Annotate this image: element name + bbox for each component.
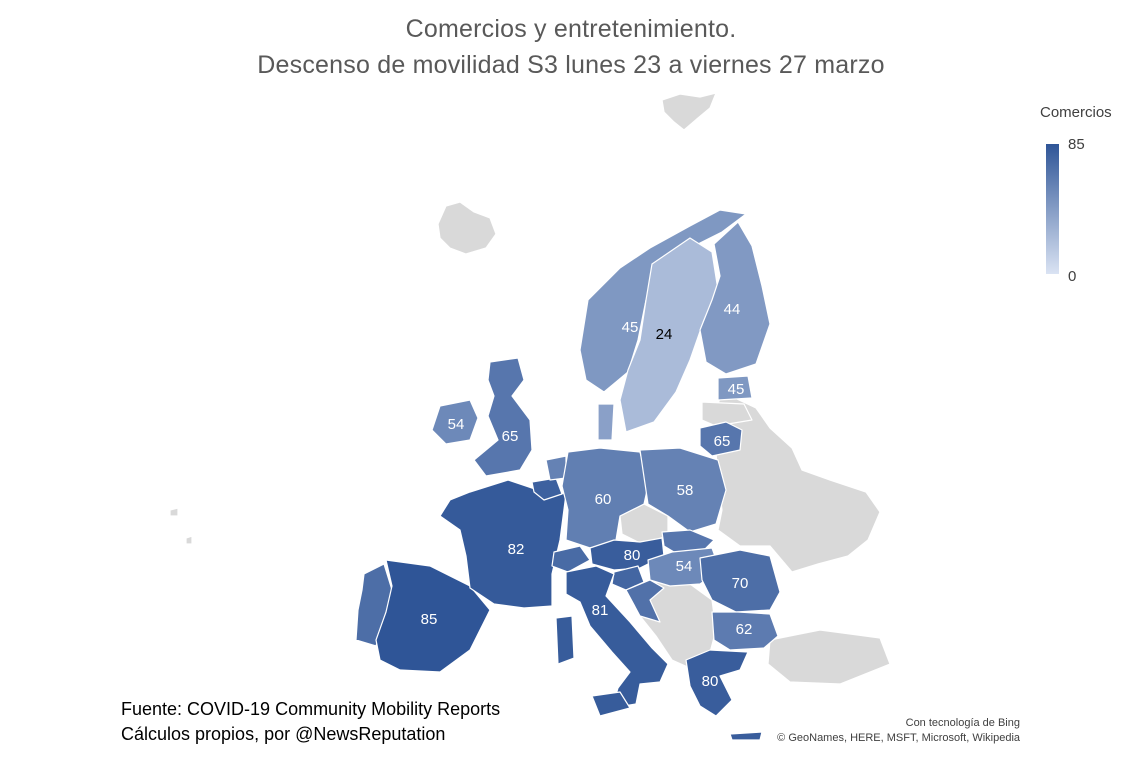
label-norway: 45: [622, 319, 639, 336]
no-data-areas: [169, 92, 891, 685]
region-denmark: [597, 403, 615, 441]
iceland: [437, 201, 497, 255]
label-italy: 81: [592, 602, 609, 619]
region-poland: [639, 447, 727, 533]
label-sweden: 24: [656, 326, 673, 343]
legend-min-label: 0: [1068, 268, 1077, 285]
turkey: [767, 629, 891, 685]
region-lithuania: [699, 421, 743, 457]
region-estonia: [717, 375, 753, 401]
region-netherlands: [545, 455, 567, 481]
label-spain: 85: [421, 611, 438, 628]
label-germany: 60: [595, 491, 612, 508]
region-sardinia: [555, 615, 575, 665]
author-note: Cálculos propios, por @NewsReputation: [121, 724, 446, 744]
region-italy: [565, 565, 669, 709]
bing-attribution: Con tecnología de Bing: [905, 717, 1020, 729]
source-note: Fuente: COVID-19 Community Mobility Repo…: [121, 699, 501, 719]
azores-1: [169, 507, 179, 517]
label-france: 82: [508, 541, 525, 558]
chart-subtitle: Descenso de movilidad S3 lunes 23 a vier…: [257, 51, 885, 79]
label-estonia: 45: [728, 381, 745, 398]
chart-title: Comercios y entretenimiento.: [405, 15, 737, 43]
region-crete: [729, 731, 763, 741]
label-hungary: 54: [676, 558, 693, 575]
label-romania: 70: [732, 575, 749, 592]
region-germany: [561, 447, 649, 549]
region-sweden: [619, 237, 719, 433]
country-regions: [355, 209, 781, 741]
region-spain: [375, 559, 491, 673]
legend-title: Comercios: [1040, 104, 1112, 121]
legend-max-label: 85: [1068, 136, 1085, 153]
region-romania: [699, 549, 781, 613]
label-greece: 80: [702, 673, 719, 690]
region-uk: [473, 357, 533, 477]
label-ireland: 54: [448, 416, 465, 433]
svalbard: [661, 92, 717, 131]
legend-color-scale: [1046, 144, 1059, 274]
region-finland: [699, 221, 771, 375]
latvia: [701, 401, 753, 427]
label-uk: 65: [502, 428, 519, 445]
label-bulgaria: 62: [736, 621, 753, 638]
label-finland: 44: [724, 301, 741, 318]
region-portugal: [355, 563, 393, 647]
region-labels: 85 82 81 80 80 70 62 54 60 58 65 54 45 2…: [421, 301, 753, 690]
label-poland: 58: [677, 482, 694, 499]
label-austria: 80: [624, 547, 641, 564]
region-switzerland: [551, 545, 591, 573]
region-sicily: [591, 691, 631, 717]
map-data-attribution: © GeoNames, HERE, MSFT, Microsoft, Wikip…: [777, 732, 1020, 744]
region-bulgaria: [711, 611, 779, 651]
region-ireland: [431, 399, 479, 445]
region-croatia: [625, 579, 665, 623]
azores-2: [185, 535, 193, 545]
label-lithuania: 65: [714, 433, 731, 450]
region-greece: [685, 649, 749, 717]
